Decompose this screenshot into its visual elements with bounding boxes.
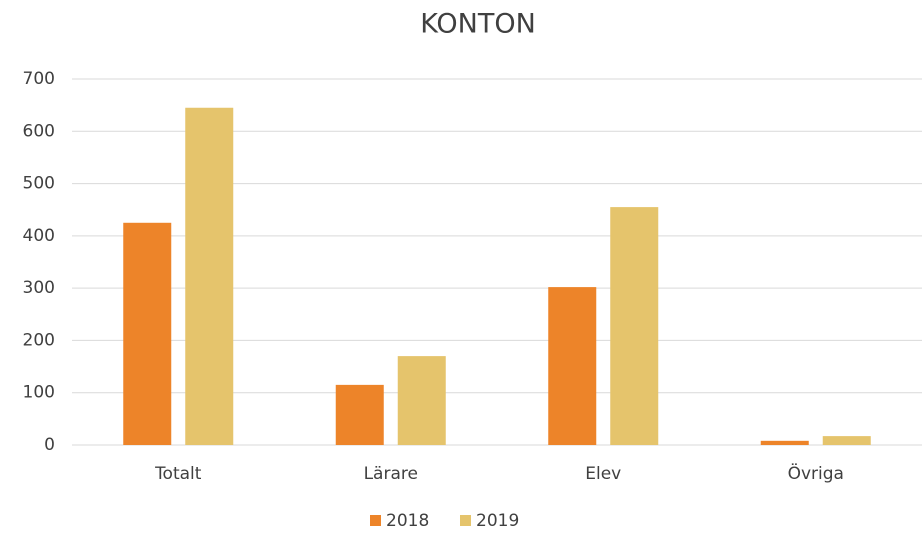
bar <box>822 436 871 445</box>
chart-title: KONTON <box>420 9 536 40</box>
bar <box>335 384 384 445</box>
y-tick-label: 0 <box>44 435 55 455</box>
x-tick-label: Lärare <box>364 464 418 484</box>
y-tick-label: 100 <box>23 383 55 403</box>
legend-swatch <box>460 515 471 526</box>
legend-swatch <box>370 515 381 526</box>
bar <box>760 440 809 445</box>
bar <box>548 287 597 445</box>
bar <box>185 107 234 445</box>
y-tick-label: 500 <box>23 174 55 194</box>
bar <box>397 356 446 445</box>
y-tick-label: 400 <box>23 226 55 246</box>
x-tick-label: Elev <box>585 464 621 484</box>
x-tick-label: Totalt <box>154 464 202 484</box>
y-tick-label: 700 <box>23 69 55 89</box>
y-tick-label: 200 <box>23 330 55 350</box>
legend-label: 2018 <box>386 511 429 531</box>
y-tick-label: 600 <box>23 121 55 141</box>
x-tick-label: Övriga <box>788 462 844 484</box>
bar <box>123 222 172 445</box>
legend-label: 2019 <box>476 511 519 531</box>
bar <box>610 207 659 445</box>
y-tick-label: 300 <box>23 278 55 298</box>
